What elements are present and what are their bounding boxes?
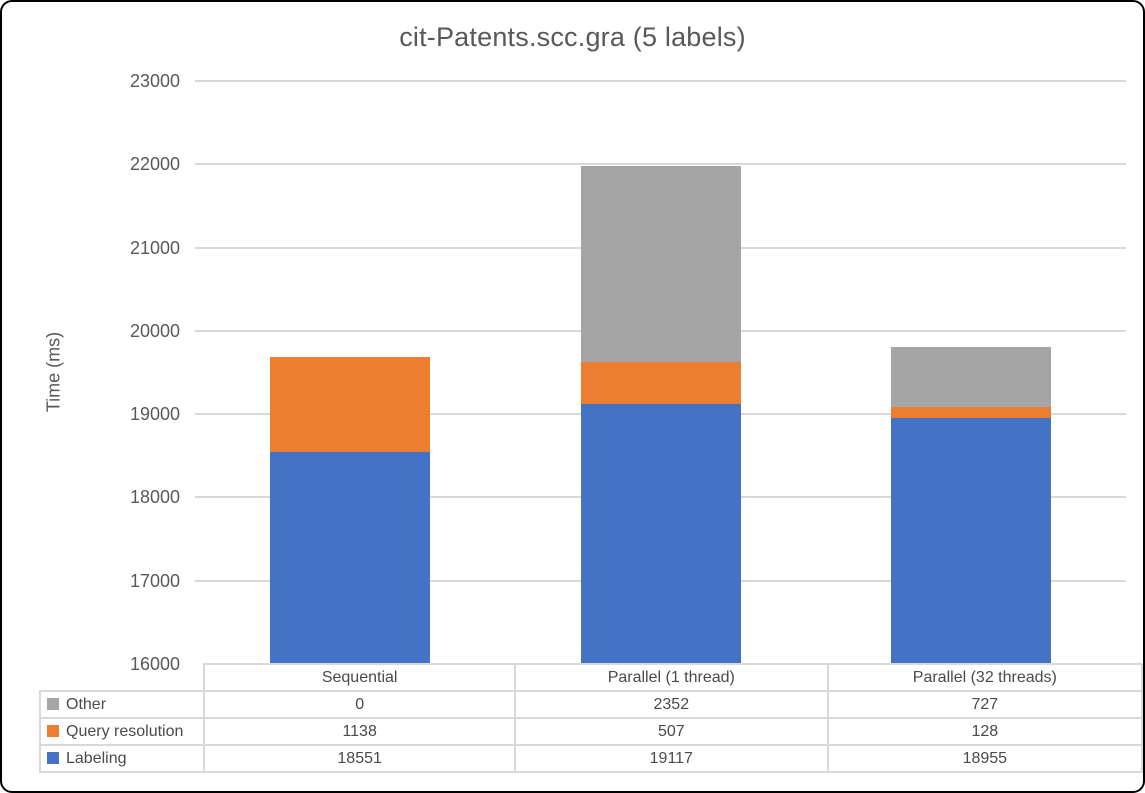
table-corner-cell xyxy=(40,664,204,691)
legend-cell-query-resolution: Query resolution xyxy=(38,717,206,746)
table-value-query-resolution-parallel-32-threads: 128 xyxy=(826,717,1143,746)
column-header-parallel-32-threads: Parallel (32 threads) xyxy=(826,663,1143,692)
column-header-sequential: Sequential xyxy=(203,663,516,692)
bar-segment-query-resolution-parallel-1-thread xyxy=(580,362,741,405)
gridline-23000 xyxy=(195,80,1126,82)
other-legend-swatch-icon xyxy=(47,697,59,710)
table-value-query-resolution-sequential: 1138 xyxy=(203,717,516,746)
table-value-other-sequential: 0 xyxy=(203,690,516,719)
y-tick-label-20000: 20000 xyxy=(129,320,180,341)
table-row-query-resolution: Query resolution 1138 507 128 xyxy=(38,717,1143,746)
data-table: Sequential Parallel (1 thread) Parallel (3… xyxy=(38,663,1143,773)
y-axis-title: Time (ms) xyxy=(43,331,64,413)
y-tick-label-22000: 22000 xyxy=(129,154,180,175)
bar-segment-query-resolution-parallel-32-threads xyxy=(890,407,1051,418)
table-value-labeling-sequential: 18551 xyxy=(203,744,516,773)
plot-area xyxy=(195,80,1126,664)
y-tick-label-16000: 16000 xyxy=(129,654,180,674)
legend-label-query-resolution: Query resolution xyxy=(66,722,184,740)
legend-cell-labeling: Labeling xyxy=(38,744,206,773)
table-value-other-parallel-1-thread: 2352 xyxy=(513,690,829,719)
table-value-other-parallel-32-threads: 727 xyxy=(826,690,1143,719)
y-tick-label-21000: 21000 xyxy=(129,237,180,258)
bar-segment-labeling-sequential xyxy=(270,451,431,664)
labeling-legend-swatch-icon xyxy=(47,751,59,764)
bar-segment-query-resolution-sequential xyxy=(270,356,431,452)
y-tick-label-19000: 19000 xyxy=(129,404,180,425)
bar-segment-labeling-parallel-32-threads xyxy=(890,417,1051,664)
bar-segment-other-parallel-32-threads xyxy=(890,346,1051,408)
legend-cell-other: Other xyxy=(38,690,206,719)
y-tick-label-17000: 17000 xyxy=(129,570,180,591)
bar-segment-labeling-parallel-1-thread xyxy=(580,404,741,664)
table-row-other: Other 0 2352 727 xyxy=(38,690,1143,719)
chart-title: cit-Patents.scc.gra (5 labels) xyxy=(399,22,746,52)
table-value-labeling-parallel-1-thread: 19117 xyxy=(513,744,829,773)
y-tick-label-23000: 23000 xyxy=(129,71,180,91)
table-value-query-resolution-parallel-1-thread: 507 xyxy=(513,717,829,746)
legend-label-labeling: Labeling xyxy=(66,749,127,767)
bar-segment-other-parallel-1-thread xyxy=(580,166,741,363)
query-resolution-legend-swatch-icon xyxy=(47,724,59,737)
table-value-labeling-parallel-32-threads: 18955 xyxy=(826,744,1143,773)
table-row-labeling: Labeling 18551 19117 18955 xyxy=(38,744,1143,773)
column-header-parallel-1-thread: Parallel (1 thread) xyxy=(513,663,829,692)
legend-label-other: Other xyxy=(66,695,107,713)
y-tick-label-18000: 18000 xyxy=(129,487,180,508)
gridline-22000 xyxy=(195,163,1126,166)
